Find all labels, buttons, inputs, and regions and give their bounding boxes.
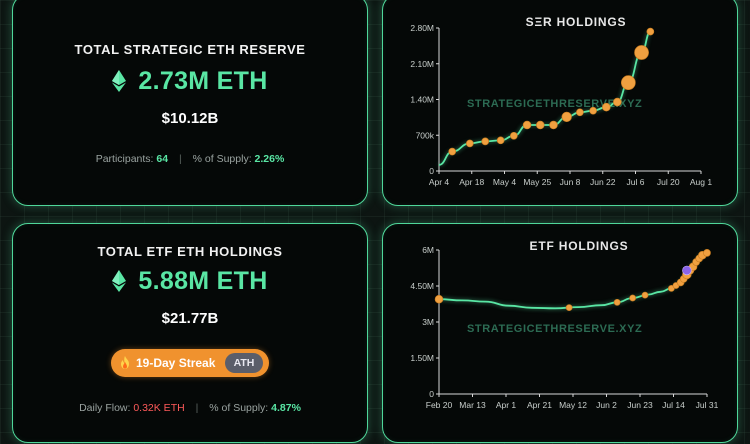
streak-label: 19-Day Streak [136,356,216,370]
data-point [621,75,636,90]
ser-holdings-chart-card: SΞR HOLDINGS STRATEGICETHRESERVE.XYZ 0 700k… [382,0,738,206]
y-tick-label: 3M [422,317,434,327]
etf-holdings-card: TOTAL ETF ETH HOLDINGS 5.88M ETH $21.77B… [12,223,368,443]
x-tick-label: Jul 6 [627,177,645,187]
x-tick-label: May 4 [493,177,516,187]
x-tick-label: Jun 23 [627,400,653,410]
participants-label: Participants: [95,153,154,165]
watermark-text: STRATEGICETHRESERVE.XYZ [467,323,642,335]
data-point [510,131,518,140]
participants-value: 64 [156,153,169,165]
highlight-point [682,265,692,276]
data-point [522,120,532,130]
series-line [438,252,708,310]
data-point [646,27,655,36]
data-point [466,139,474,148]
ser-holdings-chart[interactable]: SΞR HOLDINGS STRATEGICETHRESERVE.XYZ 0 700k… [383,0,739,207]
y-tick-label: 4.50M [410,281,434,291]
data-point [613,97,622,107]
supply-label: % of Supply: [209,402,269,414]
y-tick-label: 0 [429,389,434,399]
stats-divider: | [179,153,182,165]
y-tick-label: 1.40M [410,95,434,105]
x-tick-label: Aug 1 [690,177,712,187]
data-point [565,304,573,311]
data-point [536,120,545,130]
x-tick-label: Apr 21 [527,400,552,410]
data-point [448,147,457,156]
daily-flow-label: Daily Flow: [79,402,131,414]
data-point [589,106,597,115]
data-point [629,294,637,302]
ser-amount: 2.73M ETH [13,67,367,99]
supply-value: 2.26% [254,153,285,165]
y-tick-label: 6M [422,245,434,255]
x-tick-label: Apr 1 [496,400,517,410]
data-point [576,108,584,117]
ser-amount-value: 2.73M ETH [138,67,268,95]
etf-holdings-chart-card: ETF HOLDINGS STRATEGICETHRESERVE.XYZ 0 1.50… [382,223,738,443]
x-tick-label: Jun 8 [560,177,581,187]
ser-stats: Participants: 64 | % of Supply: 2.26% [13,153,367,165]
data-point [561,111,572,123]
ser-card-title: TOTAL STRATEGIC ETH RESERVE [74,42,306,57]
daily-flow-value: 0.32K ETH [133,402,185,414]
x-tick-label: May 25 [523,177,551,187]
data-point [434,294,444,304]
data-point [549,120,558,130]
etf-card-title: TOTAL ETF ETH HOLDINGS [97,244,283,259]
data-point [481,137,490,146]
x-tick-label: Jun 2 [596,400,617,410]
fire-icon [120,356,130,372]
ethereum-icon [112,270,127,299]
ethereum-icon [112,70,127,99]
x-tick-label: Jul 20 [657,177,680,187]
x-tick-label: Apr 18 [459,177,484,187]
etf-holdings-chart[interactable]: ETF HOLDINGS STRATEGICETHRESERVE.XYZ 0 1.50… [383,224,739,444]
etf-usd-value: $21.77B [161,310,219,327]
x-tick-label: Jul 31 [696,400,719,410]
x-tick-label: Feb 20 [426,400,453,410]
x-tick-label: Mar 13 [459,400,486,410]
etf-amount: 5.88M ETH [13,267,367,299]
chart-title: SΞR HOLDINGS [526,15,627,29]
data-point [634,45,649,60]
x-tick-label: May 12 [559,400,587,410]
etf-stats: Daily Flow: 0.32K ETH | % of Supply: 4.8… [13,402,367,414]
ser-usd-value: $10.12B [161,110,219,127]
y-tick-label: 2.80M [410,23,434,33]
y-tick-label: 2.10M [410,59,434,69]
y-tick-label: 0 [429,166,434,176]
ath-badge[interactable]: ATH [225,353,263,373]
x-tick-label: Apr 4 [429,177,450,187]
x-tick-label: Jun 22 [590,177,616,187]
y-tick-label: 700k [416,130,435,140]
data-point [496,136,505,145]
data-point [602,102,611,112]
supply-label: % of Supply: [192,153,252,165]
watermark-text: STRATEGICETHRESERVE.XYZ [467,98,642,110]
chart-title: ETF HOLDINGS [530,239,629,253]
streak-badge[interactable]: 19-Day Streak ATH [111,349,269,377]
etf-amount-value: 5.88M ETH [138,267,268,295]
x-tick-label: Jul 14 [662,400,685,410]
data-point [703,249,711,257]
data-point [613,298,621,306]
stats-divider: | [195,402,199,414]
supply-value: 4.87% [271,402,301,414]
data-point [641,291,649,299]
y-tick-label: 1.50M [410,353,434,363]
ser-reserve-card: TOTAL STRATEGIC ETH RESERVE 2.73M ETH $1… [12,0,368,206]
